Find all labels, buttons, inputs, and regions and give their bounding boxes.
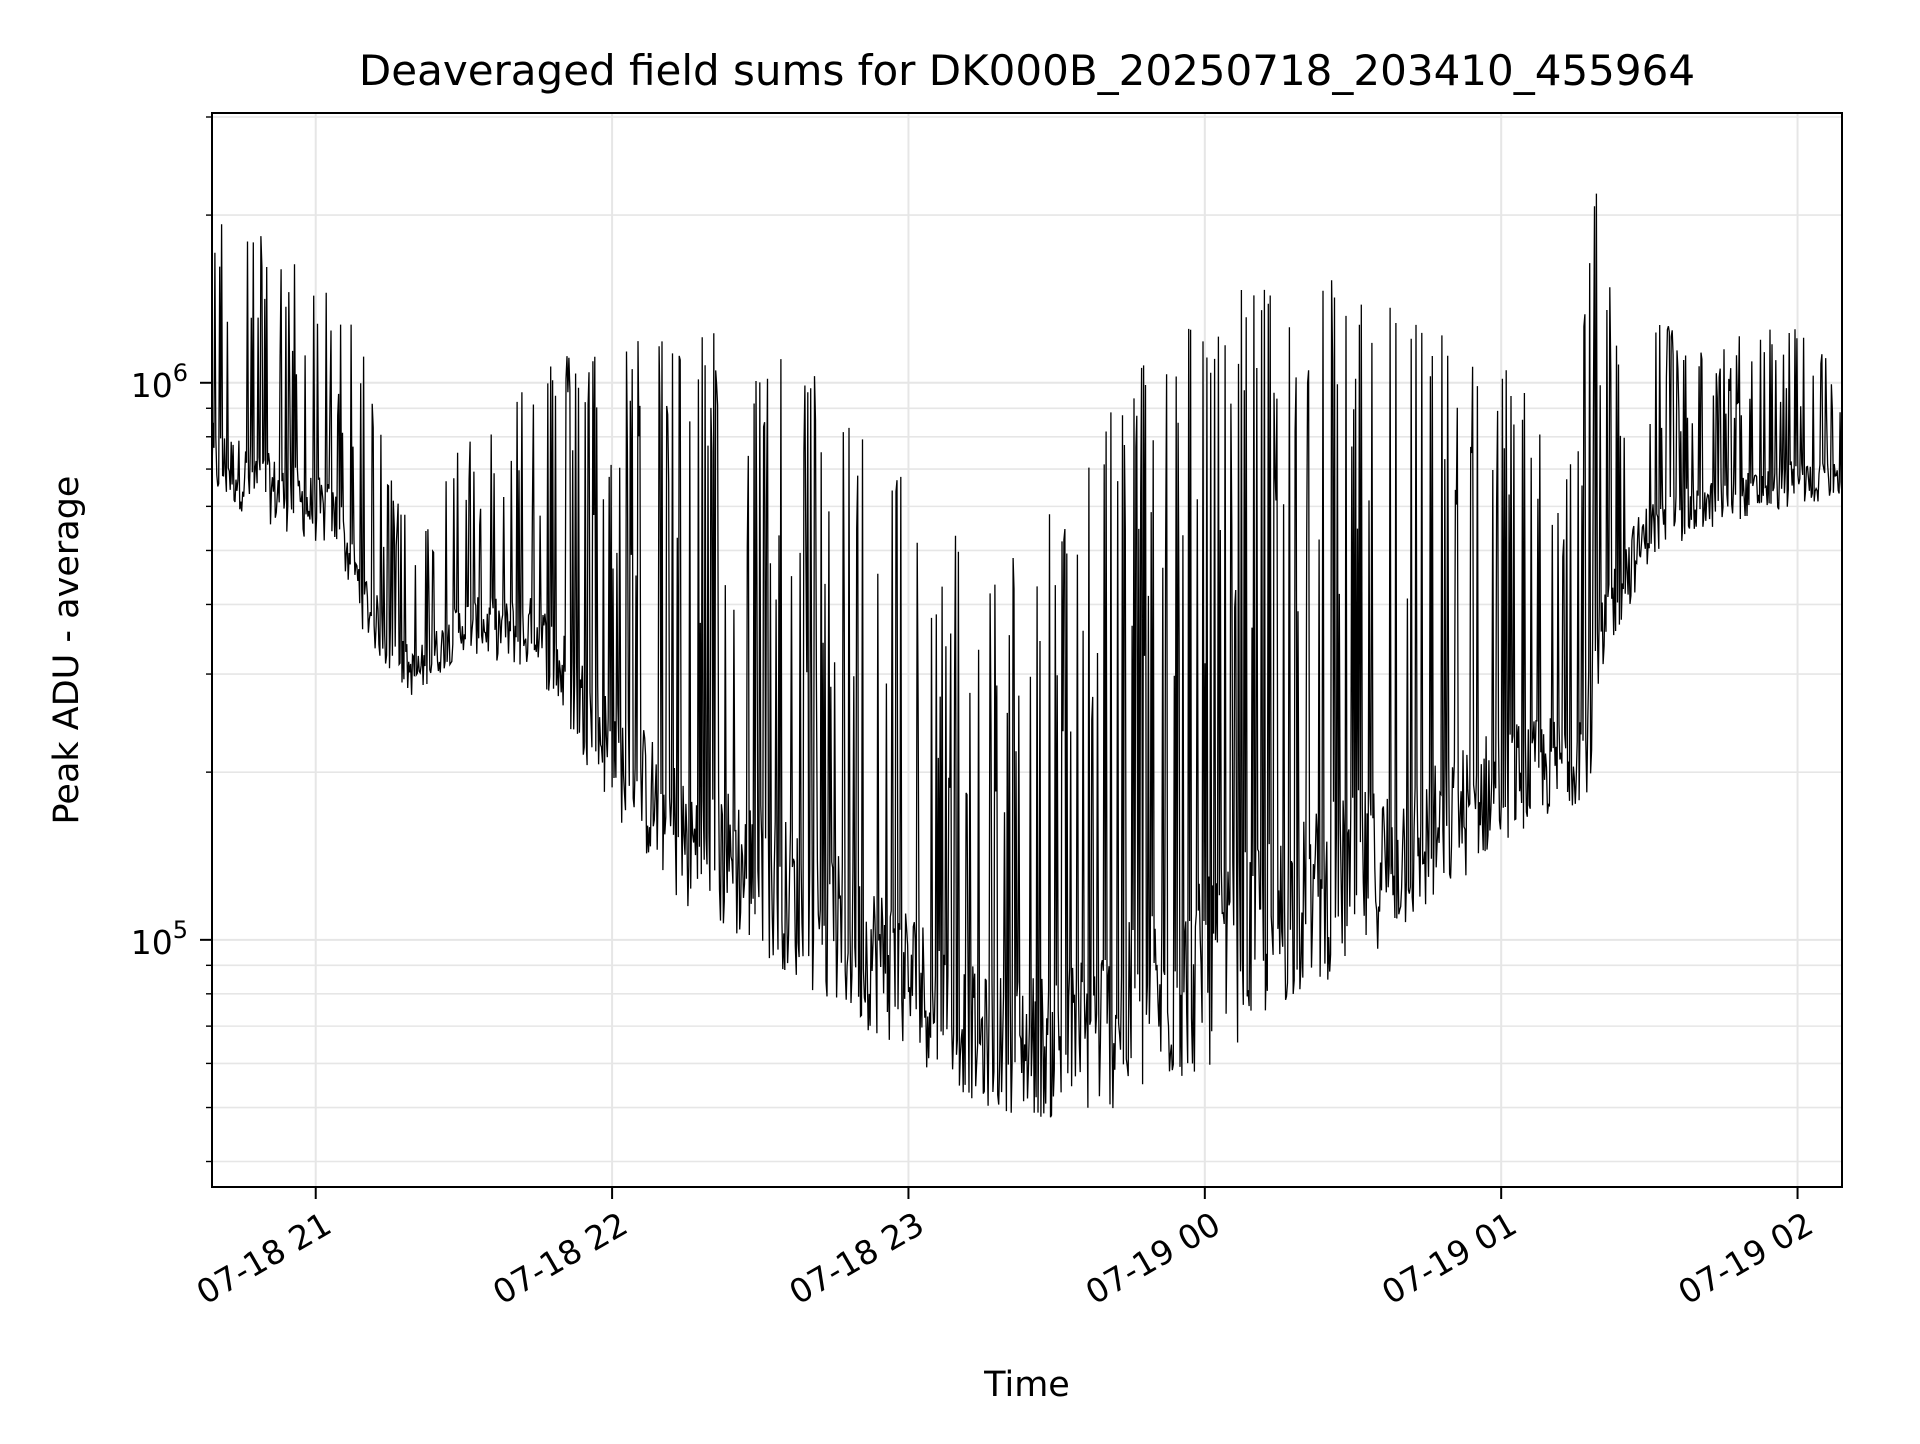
y-tick-label: 105 <box>131 916 188 962</box>
series-line <box>211 193 1843 1118</box>
chart-title: Deaveraged field sums for DK000B_2025071… <box>359 46 1695 95</box>
y-axis-label: Peak ADU - average <box>47 476 87 825</box>
y-axis: 105 106 <box>131 116 212 1163</box>
y-tick-label: 106 <box>131 359 188 405</box>
plot-frame <box>211 112 1843 1188</box>
x-axis-label: Time <box>983 1365 1070 1405</box>
